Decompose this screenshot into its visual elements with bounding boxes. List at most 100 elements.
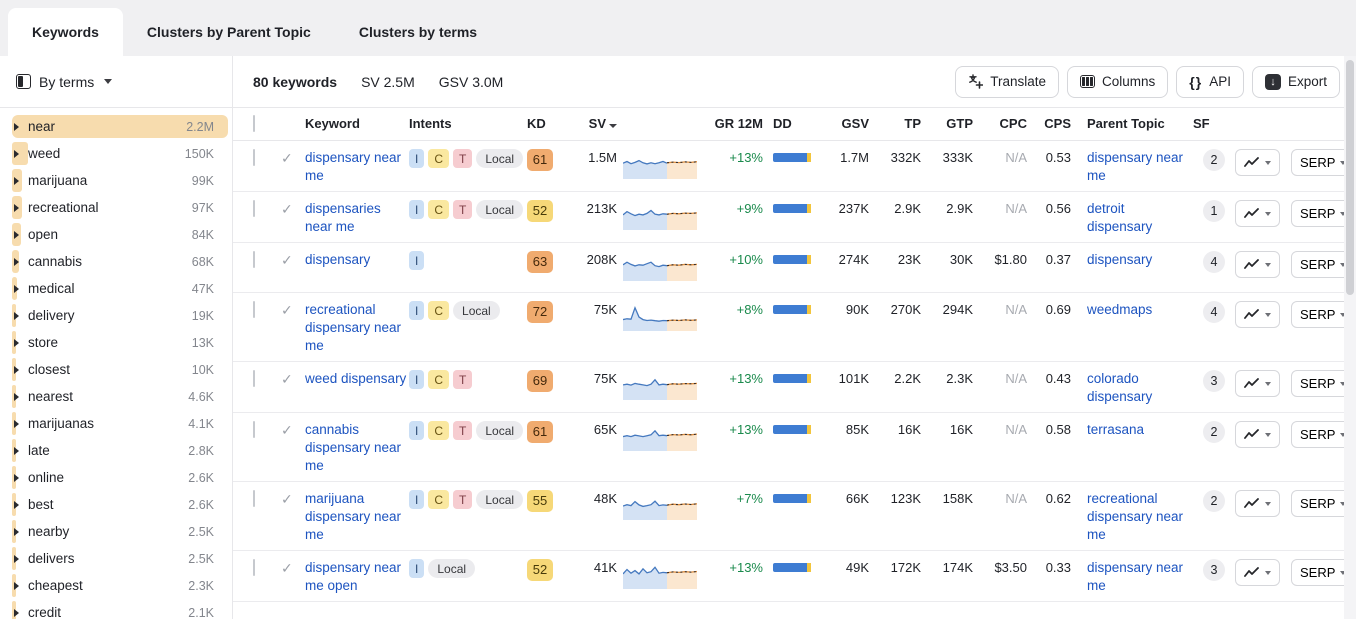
sidebar-term-item[interactable]: marijuana 99K (0, 167, 232, 194)
parent-topic-link[interactable]: colorado dispensary (1087, 371, 1153, 404)
chart-button[interactable] (1235, 559, 1280, 586)
keyword-link[interactable]: dispensary (305, 252, 371, 267)
expand-caret-icon[interactable] (14, 122, 19, 131)
keyword-link[interactable]: weed dispensary (305, 371, 407, 386)
row-checkbox[interactable] (253, 301, 255, 318)
header-kd: KD (527, 116, 546, 131)
chart-button[interactable] (1235, 251, 1280, 278)
chart-button[interactable] (1235, 301, 1280, 328)
columns-button[interactable]: Columns (1067, 65, 1169, 98)
parent-topic-link[interactable]: dispensary near me (1087, 560, 1184, 593)
tab-clusters-by-terms[interactable]: Clusters by terms (358, 24, 478, 40)
sf-cell: 4 (1193, 301, 1235, 323)
gsv-value: 101K (838, 371, 869, 386)
dd-bar (773, 374, 813, 383)
scrollbar-thumb[interactable] (1346, 60, 1354, 295)
expand-caret-icon[interactable] (14, 338, 19, 347)
sort-desc-icon (609, 124, 617, 128)
sidebar-term-item[interactable]: best 2.6K (0, 491, 232, 518)
expand-caret-icon[interactable] (14, 284, 19, 293)
tp-value: 332K (890, 150, 921, 165)
sidebar-term-item[interactable]: closest 10K (0, 356, 232, 383)
expand-caret-icon[interactable] (14, 473, 19, 482)
sidebar-term-item[interactable]: nearest 4.6K (0, 383, 232, 410)
sidebar-term-item[interactable]: delivers 2.5K (0, 545, 232, 572)
expand-caret-icon[interactable] (14, 419, 19, 428)
keyword-link[interactable]: cannabis dispensary near me (305, 422, 402, 473)
serp-label: SERP (1300, 565, 1336, 580)
sidebar-term-item[interactable]: open 84K (0, 221, 232, 248)
gtp-value: 333K (942, 150, 973, 165)
expand-caret-icon[interactable] (14, 230, 19, 239)
expand-caret-icon[interactable] (14, 608, 19, 617)
sidebar-term-item[interactable]: nearby 2.5K (0, 518, 232, 545)
sidebar-term-item[interactable]: weed 150K (0, 140, 232, 167)
parent-topic-link[interactable]: dispensary near me (1087, 150, 1184, 183)
expand-caret-icon[interactable] (14, 203, 19, 212)
tab-keywords[interactable]: Keywords (8, 8, 123, 56)
kd-badge: 72 (527, 301, 553, 323)
expand-caret-icon[interactable] (14, 581, 19, 590)
expand-caret-icon[interactable] (14, 554, 19, 563)
chevron-down-icon (1340, 501, 1347, 506)
sidebar-term-item[interactable]: recreational 97K (0, 194, 232, 221)
sidebar-term-item[interactable]: delivery 19K (0, 302, 232, 329)
sidebar-term-item[interactable]: cannabis 68K (0, 248, 232, 275)
term-volume-bar (12, 547, 16, 570)
chart-button[interactable] (1235, 490, 1280, 517)
gsv-value: 237K (838, 201, 869, 216)
row-checkbox[interactable] (253, 251, 255, 268)
parent-topic-link[interactable]: terrasana (1087, 422, 1145, 437)
sidebar-term-item[interactable]: cheapest 2.3K (0, 572, 232, 599)
dd-bar-yellow (807, 255, 811, 264)
row-checkbox[interactable] (253, 370, 255, 387)
parent-topic-cell: colorado dispensary (1071, 370, 1193, 406)
expand-caret-icon[interactable] (14, 527, 19, 536)
sidebar-term-item[interactable]: near 2.2M (0, 113, 232, 140)
keyword-link[interactable]: dispensary near me open (305, 560, 402, 593)
expand-caret-icon[interactable] (14, 500, 19, 509)
select-all-checkbox[interactable] (253, 115, 255, 132)
expand-caret-icon[interactable] (14, 149, 19, 158)
parent-topic-link[interactable]: weedmaps (1087, 302, 1153, 317)
sidebar-term-item[interactable]: online 2.6K (0, 464, 232, 491)
chart-button[interactable] (1235, 200, 1280, 227)
row-checkbox[interactable] (253, 149, 255, 166)
keyword-link[interactable]: dispensaries near me (305, 201, 381, 234)
expand-caret-icon[interactable] (14, 365, 19, 374)
parent-topic-link[interactable]: recreational dispensary near me (1087, 491, 1184, 542)
header-sv-sort[interactable]: SV (567, 115, 623, 133)
chart-button[interactable] (1235, 421, 1280, 448)
sidebar-term-item[interactable]: medical 47K (0, 275, 232, 302)
parent-topic-link[interactable]: dispensary (1087, 252, 1153, 267)
row-checkbox[interactable] (253, 200, 255, 217)
row-checkbox[interactable] (253, 559, 255, 576)
sidebar-term-item[interactable]: credit 2.1K (0, 599, 232, 619)
expand-caret-icon[interactable] (14, 257, 19, 266)
parent-topic-link[interactable]: detroit dispensary (1087, 201, 1153, 234)
by-terms-dropdown[interactable]: By terms (0, 56, 232, 108)
api-button[interactable]: {} API (1176, 65, 1244, 98)
sidebar-term-item[interactable]: late 2.8K (0, 437, 232, 464)
expand-caret-icon[interactable] (14, 446, 19, 455)
expand-caret-icon[interactable] (14, 392, 19, 401)
expand-caret-icon[interactable] (14, 176, 19, 185)
columns-icon (1080, 75, 1096, 88)
keyword-cell: marijuana dispensary near me (305, 490, 409, 544)
by-terms-label: By terms (39, 73, 95, 90)
sidebar-term-item[interactable]: marijuanas 4.1K (0, 410, 232, 437)
translate-button[interactable]: Translate (955, 65, 1060, 98)
keyword-link[interactable]: dispensary near me (305, 150, 402, 183)
keyword-link[interactable]: recreational dispensary near me (305, 302, 402, 353)
row-checkbox[interactable] (253, 490, 255, 507)
expand-caret-icon[interactable] (14, 311, 19, 320)
chart-button[interactable] (1235, 370, 1280, 397)
tab-clusters-by-parent-topic[interactable]: Clusters by Parent Topic (146, 24, 311, 40)
chart-action-cell (1235, 370, 1291, 397)
row-checkbox[interactable] (253, 421, 255, 438)
chart-button[interactable] (1235, 149, 1280, 176)
keyword-link[interactable]: marijuana dispensary near me (305, 491, 402, 542)
export-button[interactable]: ↓ Export (1251, 65, 1340, 98)
kd-cell: 72 (527, 301, 567, 323)
sidebar-term-item[interactable]: store 13K (0, 329, 232, 356)
